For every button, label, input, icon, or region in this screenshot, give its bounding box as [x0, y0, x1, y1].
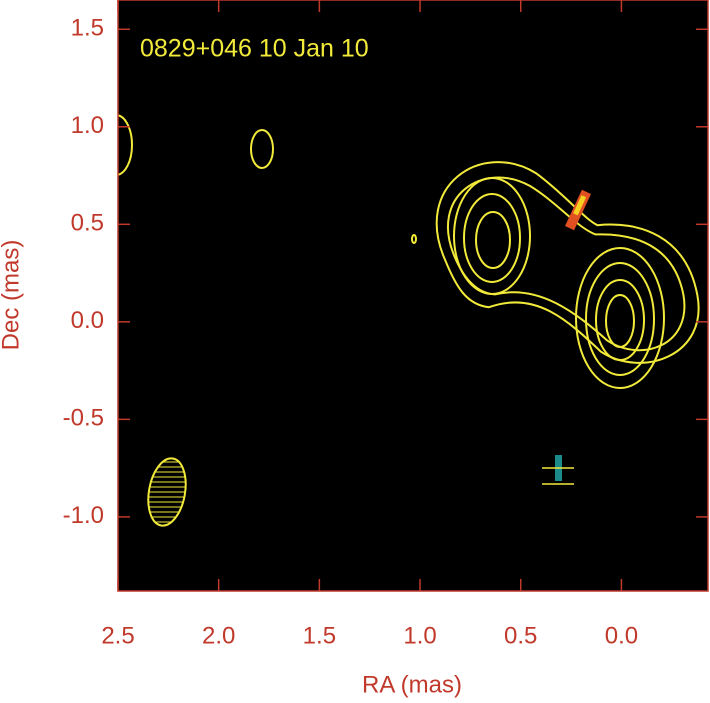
contour: [463, 193, 521, 283]
contour: [447, 176, 686, 352]
x-tick-label: 1.0: [403, 622, 436, 649]
contour: [575, 247, 665, 389]
contour: [453, 177, 531, 295]
y-axis-label: Dec (mas): [0, 240, 24, 351]
y-tick-label: -1.0: [63, 502, 104, 529]
x-tick-label: 2.5: [101, 622, 134, 649]
beam: [147, 457, 187, 527]
x-tick-label: 2.0: [202, 622, 235, 649]
contour: [475, 211, 511, 269]
contour: [435, 161, 700, 364]
contour: [595, 279, 645, 361]
plot-area: [118, 0, 708, 591]
contour-map: [118, 114, 700, 527]
contour: [250, 129, 274, 169]
contour: [118, 114, 133, 176]
annotation: 0829+046 10 Jan 10: [140, 35, 369, 63]
contour: [411, 234, 417, 244]
x-tick-label: 0.0: [605, 622, 638, 649]
plot-frame: [117, 0, 709, 592]
y-tick-label: 0.5: [71, 210, 104, 237]
y-tick-label: -0.5: [63, 405, 104, 432]
x-axis-label: RA (mas): [362, 671, 462, 698]
x-tick-label: 0.5: [504, 622, 537, 649]
polarization-patch: [573, 195, 587, 216]
y-tick-label: 1.0: [71, 112, 104, 139]
contour: [605, 294, 635, 348]
contour: [585, 262, 655, 376]
y-tick-label: 1.5: [71, 15, 104, 42]
y-tick-label: 0.0: [71, 307, 104, 334]
x-tick-label: 1.5: [303, 622, 336, 649]
contour-group: [435, 161, 700, 364]
